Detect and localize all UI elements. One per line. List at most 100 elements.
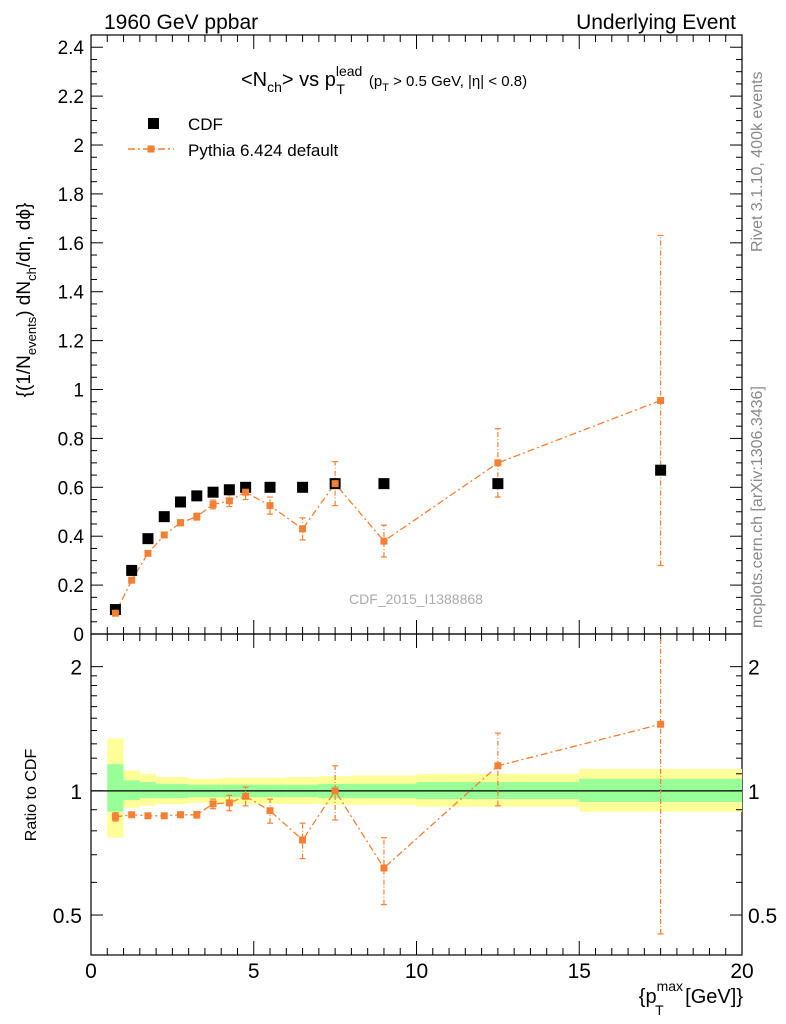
mcplots-label: mcplots.cern.ch [arXiv:1306.3436]	[749, 386, 766, 628]
bottom-y-axis-label: Ratio to CDF	[23, 749, 40, 842]
xlabel-sub: T	[655, 1002, 664, 1018]
title-vs-sub: T	[336, 81, 345, 97]
x-tick-label: 10	[405, 960, 428, 983]
x-axis-label: {pmax T [GeV]}	[639, 978, 744, 1018]
data-point	[175, 496, 187, 508]
title-main: <N	[241, 69, 267, 91]
y-tick-label: 1.8	[58, 185, 84, 206]
mc-point	[299, 525, 307, 533]
plot-title: <Nch> vs plead T (pT > 0.5 GeV, |η| < 0.8)	[241, 63, 527, 97]
ratio-y-tick-label-right: 1	[748, 781, 760, 804]
rivet-version-label: Rivet 3.1.10, 400k events	[749, 71, 766, 252]
y-tick-label: 1	[73, 381, 84, 402]
title-cut-rest: > 0.5 GeV, |η| < 0.8)	[389, 73, 527, 90]
x-tick-label: 20	[730, 960, 753, 983]
y-tick-label: 1.6	[58, 234, 84, 255]
y-tick-label: 2.2	[58, 87, 84, 108]
ratio-y-tick-label: 0.5	[53, 905, 82, 928]
ratio-point	[331, 787, 339, 795]
data-point	[297, 481, 309, 493]
ratio-point	[657, 720, 665, 728]
legend-data-label: CDF	[188, 115, 223, 134]
ylabel-mid: ) dN	[14, 281, 35, 317]
mc-point	[657, 397, 665, 405]
y-tick-label: 2	[73, 136, 84, 157]
y-tick-label: 0.8	[58, 429, 84, 450]
x-tick-label: 15	[568, 960, 591, 983]
ylabel-sub2: ch	[24, 267, 39, 281]
ratio-point	[266, 807, 274, 815]
legend-mc-marker	[147, 145, 155, 153]
mc-point	[160, 531, 168, 539]
ratio-point	[111, 813, 119, 821]
ratio-point	[299, 836, 307, 844]
mc-point	[266, 502, 274, 510]
y-tick-label: 1.2	[58, 332, 84, 353]
mc-point	[225, 497, 233, 505]
data-point	[142, 533, 154, 545]
ylabel-sub1: events	[24, 316, 39, 355]
ratio-point	[177, 811, 185, 819]
ratio-point	[380, 864, 388, 872]
ratio-point	[242, 792, 250, 800]
title-cut-open: (p	[369, 73, 382, 90]
mc-point	[494, 459, 502, 467]
legend-data-marker	[148, 118, 159, 129]
data-point	[378, 478, 390, 490]
title-main-sub: ch	[267, 79, 282, 95]
data-point	[191, 490, 203, 502]
main-panel: 0 0.2 0.4 0.6 0.8 1 1.2 1.4 1.6 1.8 2 2.2 2.4	[58, 34, 743, 646]
ylabel-pre: {(1/N	[14, 355, 35, 397]
mc-point	[242, 488, 250, 496]
title-cut-sub: T	[382, 82, 389, 94]
xlabel-sup: max	[657, 978, 683, 994]
ratio-point	[225, 799, 233, 807]
mc-point	[177, 519, 185, 527]
y-tick-label: 1.4	[58, 283, 85, 304]
ratio-point	[494, 762, 502, 770]
ratio-point	[160, 812, 168, 820]
ratio-point	[144, 812, 152, 820]
ratio-band-inner	[139, 782, 157, 799]
header-left-label: 1960 GeV ppbar	[104, 11, 258, 34]
y-tick-label: 0.4	[58, 527, 85, 548]
ratio-y-tick-label-right: 2	[748, 657, 760, 680]
y-tick-label: 2.4	[58, 38, 85, 59]
y-tick-label: 0.2	[58, 576, 84, 597]
mc-point	[193, 513, 201, 521]
data-point	[158, 511, 170, 523]
mc-point	[380, 537, 388, 545]
ratio-band-inner	[107, 764, 124, 812]
x-tick-label: 5	[248, 960, 260, 983]
mc-point	[209, 500, 217, 508]
ratio-point	[209, 800, 217, 808]
ratio-band-inner	[123, 780, 140, 801]
top-y-axis-label: {(1/Nevents) dNch/dη, dϕ}	[14, 203, 39, 398]
mc-point	[128, 576, 136, 584]
mc-point	[144, 549, 152, 557]
ratio-point	[193, 811, 201, 819]
data-point	[126, 564, 138, 576]
ratio-y-tick-label: 2	[70, 657, 82, 680]
data-point	[223, 484, 235, 496]
xlabel-post: [GeV]}	[680, 986, 744, 1008]
legend: CDF Pythia 6.424 default	[128, 115, 339, 160]
header-right-label: Underlying Event	[576, 11, 736, 34]
ylabel-post: /dη, dϕ}	[14, 203, 35, 268]
ratio-point	[128, 811, 136, 819]
data-point	[655, 464, 667, 476]
y-tick-label: 0	[73, 625, 84, 646]
title-vs-sup: lead	[336, 63, 362, 79]
data-point	[240, 481, 252, 493]
title-vs: > vs p	[282, 69, 336, 91]
x-tick-label: 0	[85, 960, 97, 983]
mc-point	[111, 609, 119, 617]
data-point	[492, 478, 504, 490]
y-tick-label: 0.6	[58, 478, 84, 499]
data-point	[207, 486, 219, 498]
ratio-panel: 0 5 10 15 20 0.5 1 2 0.5 1 2	[53, 633, 777, 983]
xlabel-pre: {p	[639, 986, 657, 1008]
legend-mc-label: Pythia 6.424 default	[188, 141, 339, 160]
ratio-y-tick-label-right: 0.5	[748, 905, 777, 928]
